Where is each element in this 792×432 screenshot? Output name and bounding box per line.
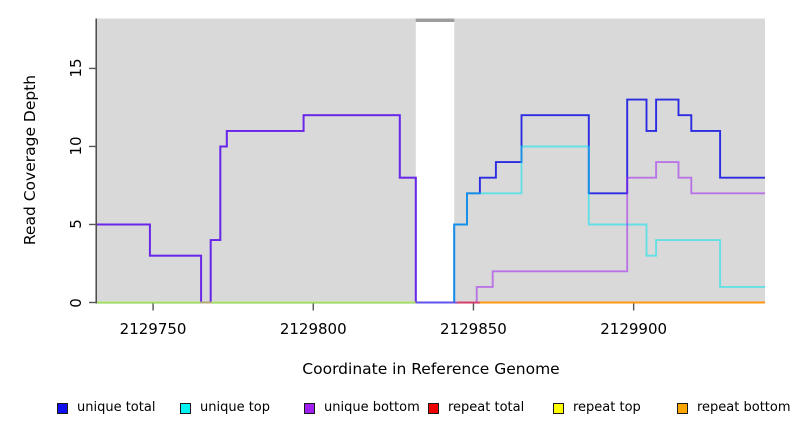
- x-axis-title: Coordinate in Reference Genome: [302, 360, 560, 378]
- legend-label: repeat bottom: [697, 400, 791, 415]
- legend-label: repeat total: [448, 400, 525, 415]
- legend-label: unique top: [200, 400, 271, 415]
- legend-label: unique bottom: [324, 400, 420, 415]
- x-tick-label: 2129800: [279, 320, 347, 338]
- legend-item-repeat-bottom: repeat bottom: [677, 401, 791, 415]
- legend-item-unique-top: unique top: [180, 401, 270, 415]
- legend-label: unique total: [77, 400, 156, 415]
- legend-swatch-unique-total: [57, 402, 68, 414]
- legend-swatch-repeat-top: [553, 402, 564, 414]
- legend-swatch-repeat-bottom: [677, 402, 688, 414]
- y-tick-label: 0: [67, 297, 85, 308]
- y-tick-label: 10: [67, 136, 85, 156]
- legend-item-unique-total: unique total: [57, 401, 155, 415]
- legend-item-unique-bottom: unique bottom: [304, 401, 420, 415]
- legend-item-repeat-top: repeat top: [553, 401, 641, 415]
- x-tick-label: 2129900: [600, 320, 668, 338]
- x-tick-label: 2129750: [119, 320, 187, 338]
- x-tick-label: 2129850: [440, 320, 507, 338]
- legend-item-repeat-total: repeat total: [428, 401, 524, 415]
- legend-swatch-unique-top: [180, 402, 191, 414]
- y-tick-label: 15: [67, 58, 85, 78]
- legend-label: repeat top: [573, 400, 641, 415]
- legend-swatch-repeat-total: [428, 402, 439, 414]
- y-axis-title: Read Coverage Depth: [21, 74, 39, 246]
- legend-swatch-unique-bottom: [304, 402, 315, 414]
- y-tick-label: 5: [67, 219, 85, 230]
